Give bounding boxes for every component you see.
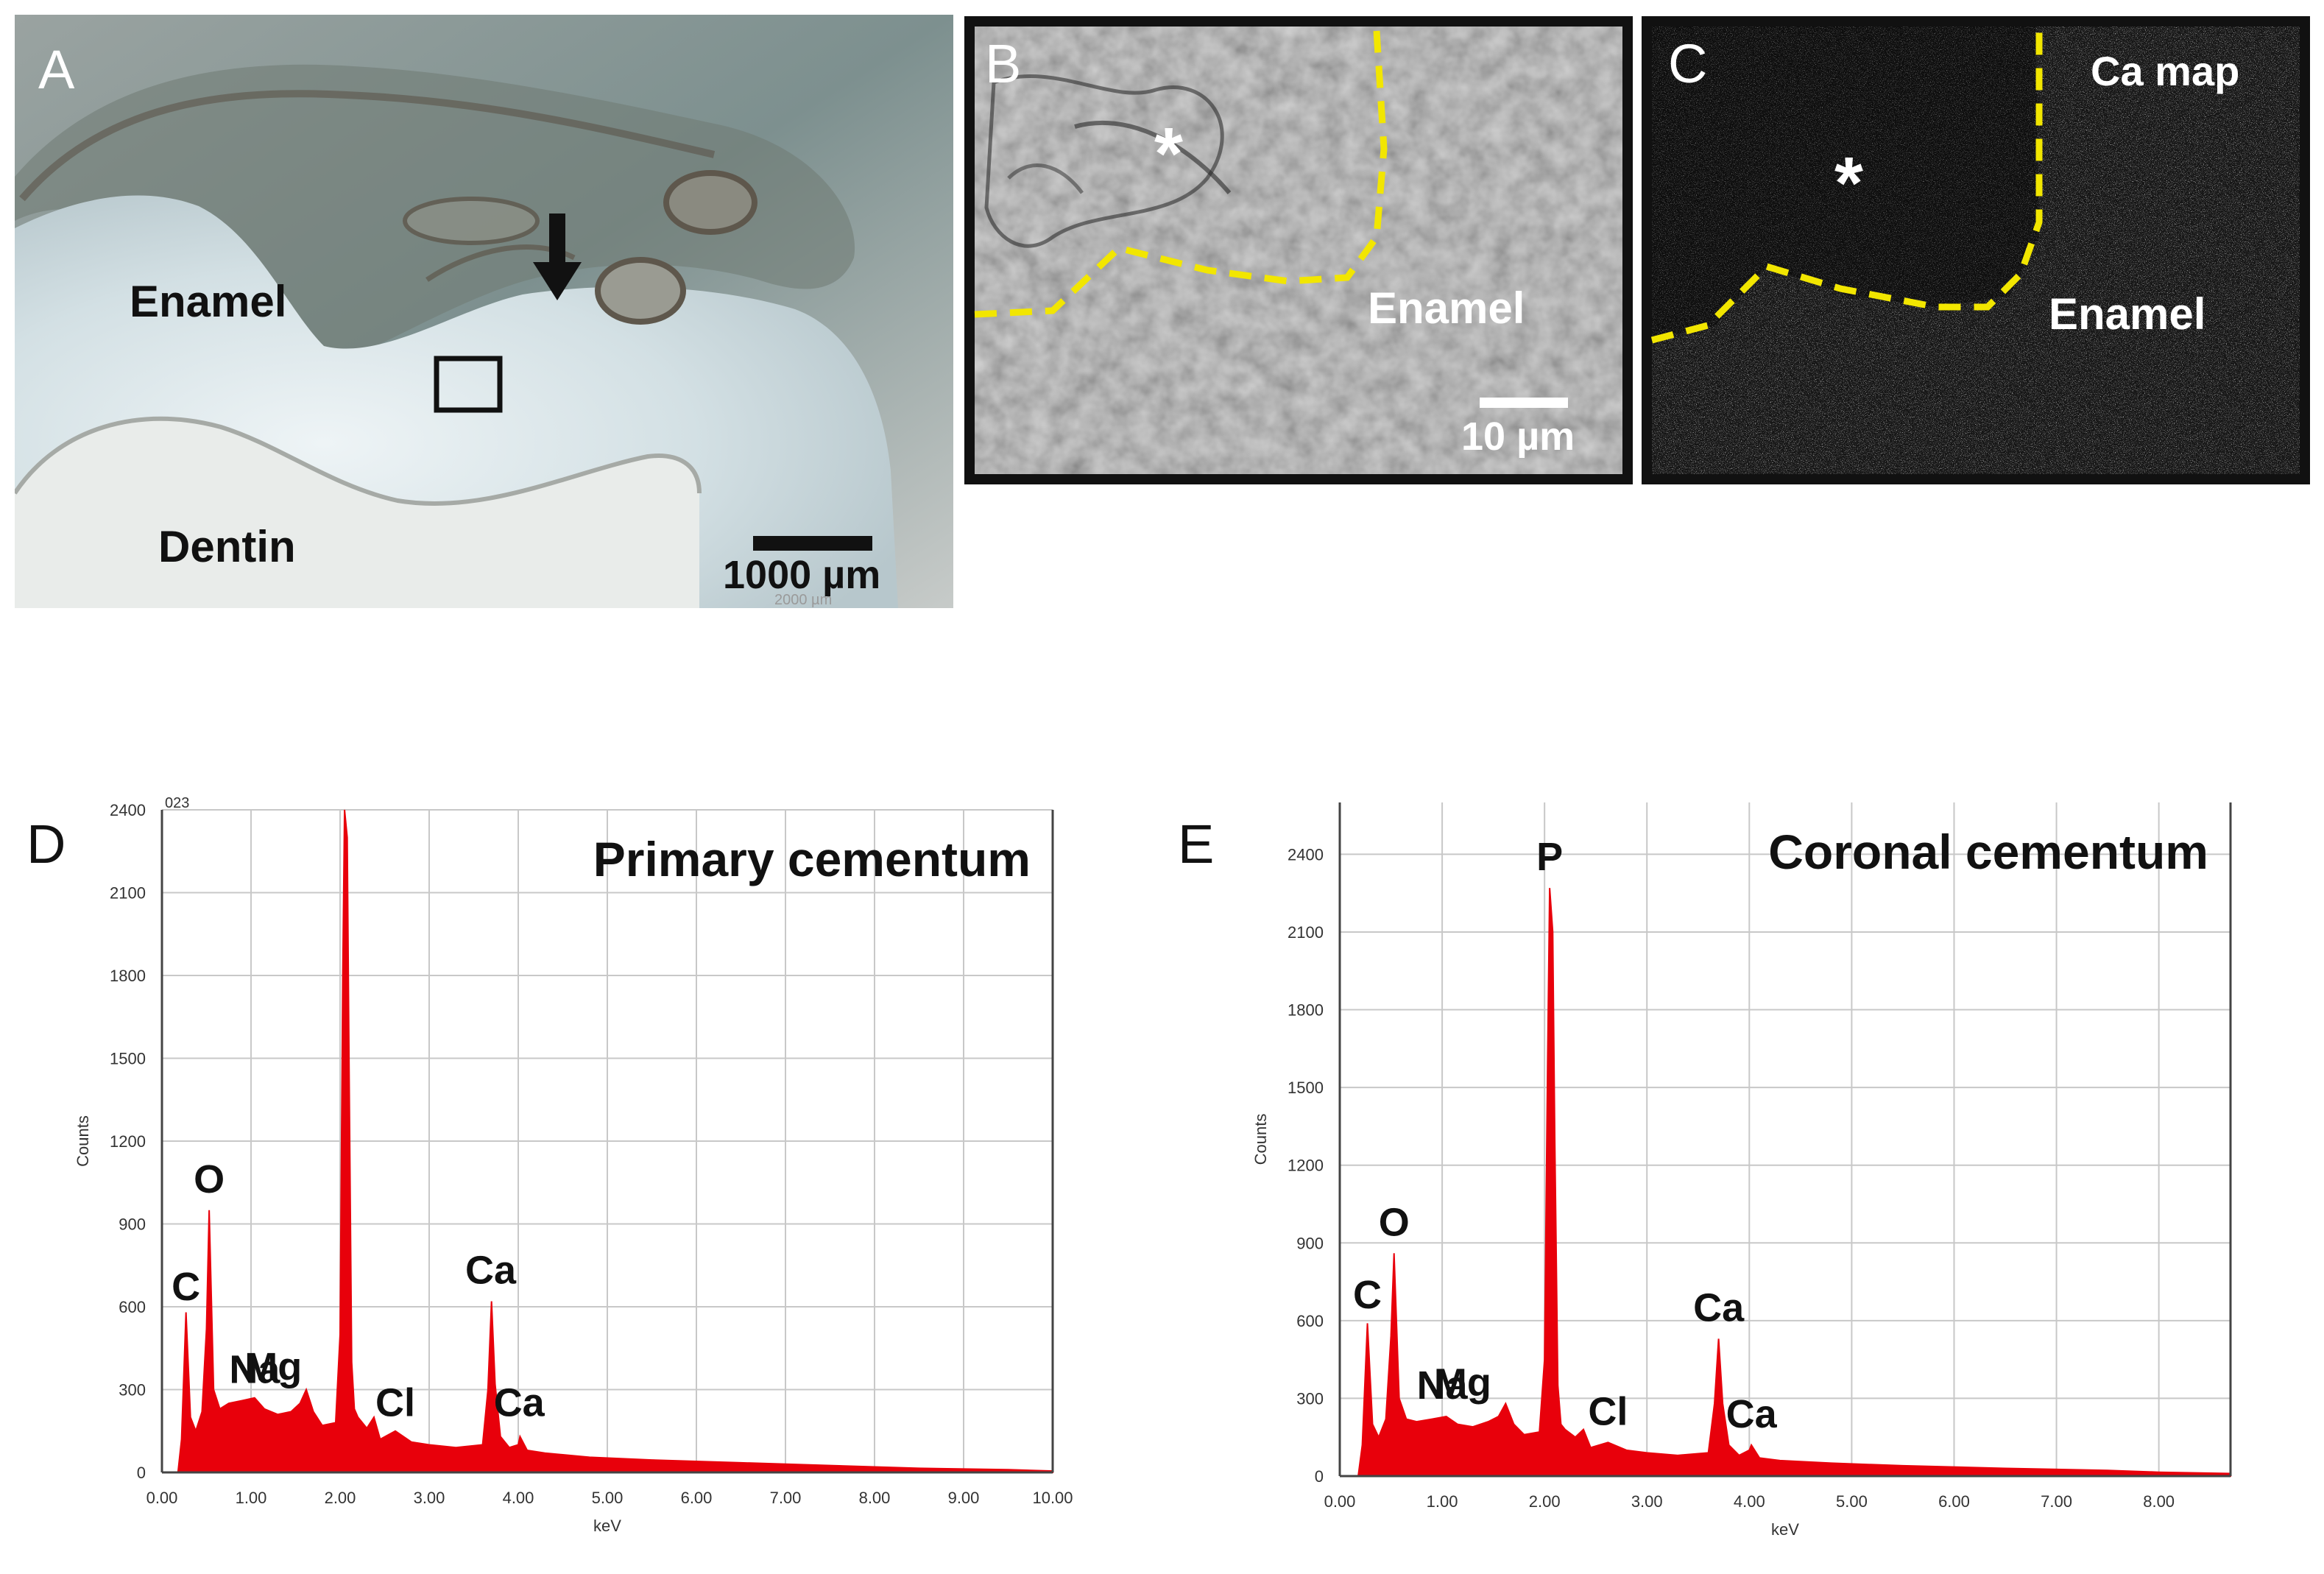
x-tick-label: 6.00: [681, 1489, 713, 1507]
x-tick-label: 9.00: [948, 1489, 980, 1507]
x-tick-label: 4.00: [503, 1489, 534, 1507]
peak-label: Ca: [1693, 1285, 1745, 1330]
x-axis-label: keV: [593, 1517, 621, 1535]
peak-label: C: [1353, 1273, 1382, 1317]
asterisk-marker: *: [1154, 113, 1183, 195]
ca-map-label: Ca map: [2091, 48, 2240, 94]
peak-label: P: [331, 795, 358, 801]
panel-letter-b: B: [985, 33, 1022, 94]
y-tick-label: 1200: [1288, 1157, 1324, 1175]
y-tick-label: 600: [119, 1298, 146, 1316]
label-enamel: Enamel: [1368, 283, 1525, 333]
x-tick-label: 1.00: [1427, 1492, 1458, 1511]
tooth-section-image: [13, 15, 953, 608]
ca-map-image: [1642, 16, 2310, 484]
x-axis-label: keV: [1771, 1520, 1799, 1539]
x-tick-label: 8.00: [859, 1489, 891, 1507]
y-tick-label: 1200: [110, 1132, 146, 1151]
panel-b: B * Enamel 10 µm: [964, 16, 1633, 484]
eds-spectrum-chart-primary: 0.00 1.00 2.00 3.00 4.00 5.00 6.00 7.00 8.00 9.00…: [74, 757, 1073, 1535]
x-tick-label: 1.00: [236, 1489, 267, 1507]
x-tick-label: 8.00: [2143, 1492, 2175, 1511]
x-tick-label: 0.00: [1324, 1492, 1356, 1511]
spectrum-area: [177, 809, 1053, 1473]
boundary-line: [1650, 27, 2043, 344]
y-tick-label: 600: [1296, 1312, 1324, 1330]
spectrum-area: [1357, 888, 2231, 1477]
scale-bar: [1480, 398, 1568, 408]
peak-label: Cl: [1588, 1389, 1628, 1433]
chart-title: Coronal cementum: [1768, 825, 2208, 879]
y-tick-label: 900: [1296, 1234, 1324, 1252]
x-tick-label: 3.00: [414, 1489, 445, 1507]
panel-d: D 023 0.00 1.00 2.00 3.00 4.00 5.00 6.00 7.00 8.…: [0, 757, 1104, 1568]
panel-c: C Ca map * Enamel: [1642, 16, 2310, 484]
scale-bar-label: 1000 µm: [723, 553, 881, 597]
peak-label: P: [1536, 835, 1563, 879]
peak-label: O: [1379, 1200, 1410, 1244]
peak-label: Mg: [244, 1345, 302, 1389]
y-axis-label: Counts: [1251, 1114, 1270, 1165]
x-tick-label: 7.00: [2041, 1492, 2072, 1511]
x-tick-label: 0.00: [146, 1489, 178, 1507]
y-tick-label: 900: [119, 1215, 146, 1234]
panel-letter-e: E: [1178, 814, 1215, 875]
scale-bar-watermark: 2000 µm: [774, 592, 833, 608]
x-tick-label: 6.00: [1938, 1492, 1970, 1511]
sem-image: [964, 16, 1633, 484]
x-tick-label: 2.00: [325, 1489, 356, 1507]
peak-label: O: [194, 1157, 225, 1201]
arrow-down-icon: [533, 262, 582, 300]
region-box: [434, 356, 503, 413]
y-tick-label: 1800: [1288, 1001, 1324, 1020]
y-tick-label: 1500: [1288, 1079, 1324, 1097]
panel-letter-a: A: [38, 39, 75, 100]
scale-bar-label: 10 µm: [1461, 414, 1575, 459]
x-tick-label: 5.00: [1836, 1492, 1868, 1511]
panel-letter-d: D: [27, 814, 66, 875]
y-axis-label: Counts: [74, 1115, 92, 1167]
panel-e: E 0.00 1.00 2.00 3.00 4.00 5.00 6.00 7.00 8.00 0 3…: [1178, 795, 2324, 1568]
label-dentin: Dentin: [158, 522, 296, 571]
panel-letter-c: C: [1668, 33, 1708, 94]
peak-label: Cl: [375, 1381, 415, 1425]
peak-label: Na: [229, 1348, 280, 1392]
y-tick-label: 1500: [110, 1050, 146, 1068]
x-tick-label: 2.00: [1529, 1492, 1561, 1511]
x-tick-label: 7.00: [770, 1489, 802, 1507]
spectrum-id: 023: [165, 795, 190, 811]
eds-spectrum-chart-coronal: 0.00 1.00 2.00 3.00 4.00 5.00 6.00 7.00 8.00 0 300…: [1251, 802, 2232, 1539]
asterisk-marker: *: [1834, 142, 1863, 225]
y-tick-label: 300: [1296, 1389, 1324, 1408]
peak-label: Ca: [494, 1381, 545, 1425]
y-tick-label: 0: [1315, 1467, 1324, 1486]
y-tick-label: 2400: [110, 801, 146, 819]
y-tick-label: 1800: [110, 967, 146, 985]
peak-label: Mg: [1434, 1361, 1491, 1405]
peak-label: Ca: [465, 1249, 517, 1293]
peak-label: Na: [1417, 1363, 1469, 1408]
y-tick-label: 2100: [1288, 923, 1324, 942]
boundary-line: [974, 30, 1388, 318]
x-tick-label: 5.00: [592, 1489, 624, 1507]
y-tick-label: 2100: [110, 884, 146, 903]
y-tick-label: 0: [137, 1464, 146, 1482]
arrow-shaft: [549, 213, 565, 265]
x-tick-label: 10.00: [1032, 1489, 1073, 1507]
x-tick-label: 4.00: [1734, 1492, 1765, 1511]
label-enamel: Enamel: [130, 277, 287, 326]
x-tick-label: 3.00: [1631, 1492, 1663, 1511]
label-enamel: Enamel: [2049, 289, 2206, 339]
y-tick-label: 2400: [1288, 845, 1324, 864]
peak-label: C: [172, 1265, 200, 1309]
y-tick-label: 300: [119, 1381, 146, 1400]
scale-bar: [753, 536, 872, 551]
chart-title: Primary cementum: [593, 832, 1031, 886]
panel-a: A Enamel Dentin 1000 µm 2000 µm: [13, 15, 953, 608]
peak-label: Ca: [1726, 1392, 1778, 1436]
